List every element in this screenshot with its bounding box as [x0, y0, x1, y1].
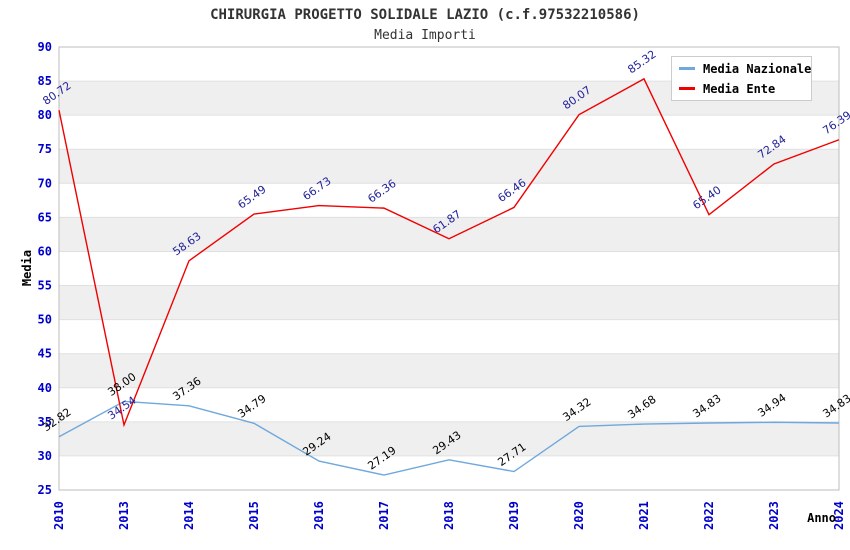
chart-subtitle: Media Importi: [374, 28, 476, 43]
y-tick-label: 85: [38, 74, 52, 88]
y-tick-label: 30: [38, 449, 52, 463]
plot-border: [58, 46, 840, 491]
grid-band: [59, 149, 839, 184]
chart-title: CHIRURGIA PROGETTO SOLIDALE LAZIO (c.f.9…: [210, 7, 640, 23]
x-tick-label: 2010: [52, 501, 66, 530]
legend-label: Media Nazionale: [703, 61, 812, 76]
media-nazionale-line-swatch-icon: [679, 67, 695, 70]
y-tick-label: 50: [38, 313, 52, 327]
y-tick-label: 45: [38, 347, 52, 361]
grid-band: [59, 217, 839, 252]
grid-band: [59, 285, 839, 320]
x-axis-title: Anno: [807, 511, 836, 525]
legend: Media Nazionale Media Ente: [671, 56, 812, 101]
y-tick-label: 55: [38, 279, 52, 293]
y-tick-label: 40: [38, 381, 52, 395]
x-tick-label: 2013: [117, 501, 131, 530]
plot-background: [59, 47, 839, 490]
grid-band: [59, 353, 839, 388]
y-tick-label: 75: [38, 142, 52, 156]
x-tick-label: 2019: [507, 501, 521, 530]
media-ente-line-swatch-icon: [679, 87, 695, 90]
x-tick-label: 2024: [832, 501, 846, 530]
y-tick-label: 65: [38, 210, 52, 224]
legend-item-media-ente: Media Ente: [679, 82, 811, 96]
x-tick-label: 2015: [247, 501, 261, 530]
y-tick-label: 60: [38, 244, 52, 258]
line-media-ente: [58, 77, 840, 428]
x-tick-label: 2020: [572, 501, 586, 530]
x-tick-label: 2016: [312, 501, 326, 530]
y-tick-label: 70: [38, 176, 52, 190]
grid-band: [59, 421, 839, 456]
y-tick-label: 25: [38, 483, 52, 497]
x-tick-label: 2023: [767, 501, 781, 530]
y-tick-label: 90: [38, 40, 52, 54]
x-tick-label: 2021: [637, 501, 651, 530]
x-tick-label: 2014: [182, 501, 196, 530]
y-axis-title: Media: [20, 249, 34, 287]
x-tick-label: 2018: [442, 501, 456, 530]
x-tick-label: 2017: [377, 501, 391, 530]
y-tick-label: 35: [38, 415, 52, 429]
y-tick-label: 80: [38, 108, 52, 122]
legend-label: Media Ente: [703, 81, 776, 96]
legend-item-media-nazionale: Media Nazionale: [679, 62, 811, 76]
line-media-nazionale: [58, 400, 840, 476]
x-tick-label: 2022: [702, 501, 716, 530]
